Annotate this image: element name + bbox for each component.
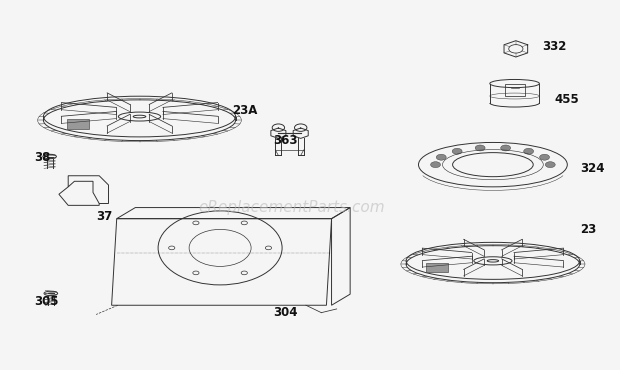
Text: 305: 305 [34, 295, 59, 308]
Bar [505, 84, 525, 96]
Circle shape [539, 154, 549, 160]
Circle shape [524, 148, 534, 154]
Bar [426, 263, 448, 272]
Text: 363: 363 [273, 134, 298, 147]
Circle shape [475, 145, 485, 151]
Text: 23: 23 [580, 223, 596, 236]
Text: 455: 455 [555, 93, 580, 107]
Text: 37: 37 [96, 210, 112, 223]
Circle shape [430, 162, 440, 168]
Text: eReplacementParts.com: eReplacementParts.com [198, 200, 385, 215]
Text: 324: 324 [580, 162, 604, 175]
Text: 38: 38 [34, 151, 50, 164]
Circle shape [436, 154, 446, 160]
Circle shape [452, 148, 462, 154]
Bar [67, 120, 89, 129]
Text: 332: 332 [542, 40, 567, 53]
Circle shape [501, 145, 511, 151]
Circle shape [546, 162, 556, 168]
Text: 23A: 23A [232, 104, 258, 118]
Text: 304: 304 [273, 306, 298, 319]
